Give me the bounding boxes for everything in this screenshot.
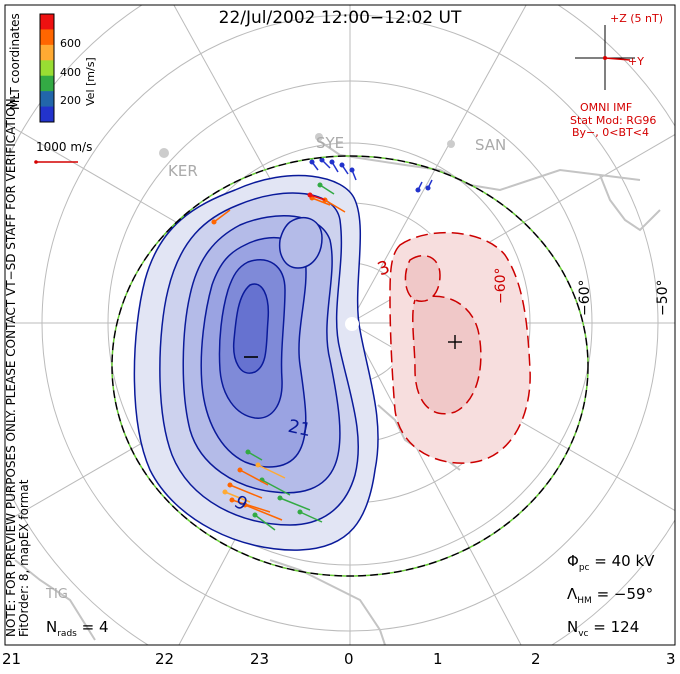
mlt-tick-23: 23	[250, 650, 270, 668]
potential-max-marker	[448, 335, 462, 349]
colorbar-swatch	[40, 44, 54, 61]
lat-label-inner: −60°	[493, 267, 509, 304]
map-title: 22/Jul/2002 12:00−12:02 UT	[218, 8, 462, 28]
nvc-stat: Nvc = 124	[567, 618, 640, 639]
mlt-tick-21: 21	[2, 650, 22, 668]
colorbar-swatch	[40, 14, 54, 30]
mlt-tick-0: 0	[344, 650, 354, 668]
contour-label-21: 21	[286, 415, 313, 442]
station-san: SAN	[475, 136, 507, 154]
colorbar-tick-400: 400	[60, 66, 81, 79]
colorbar-swatch	[40, 60, 54, 77]
positive-potential-cell	[389, 231, 531, 464]
color-bar	[39, 13, 55, 123]
imf-scale-label: +Z (5 nT)	[610, 12, 664, 25]
colorbar-frame	[39, 13, 55, 123]
stat-model: Stat Mod: RG96	[570, 114, 657, 127]
lambda-hm-stat: ΛHM = −59°	[567, 585, 654, 606]
colorbar-swatch	[40, 106, 54, 123]
colorbar-swatch	[40, 75, 54, 92]
mlt-tick-22: 22	[155, 650, 175, 668]
imf-condition: By−, 0<BT<4	[572, 126, 649, 139]
imf-source: OMNI IMF	[580, 101, 633, 114]
heppner-maynard-boundary	[111, 155, 589, 577]
negative-potential-cell	[133, 174, 379, 551]
colorbar-swatch	[40, 29, 54, 46]
colorbar-tick-600: 600	[60, 37, 81, 50]
colorbar-tick-200: 200	[60, 94, 81, 107]
velocity-vectors	[211, 157, 433, 531]
lat-label-50: −50°	[655, 279, 671, 316]
station-markers	[159, 133, 455, 158]
station-sye: SYE	[316, 134, 345, 152]
colorbar-swatch	[40, 91, 54, 108]
phi-pc-stat: Φpc = 40 kV	[567, 552, 655, 573]
lat-label-60: −60°	[577, 279, 593, 316]
preview-note: NOTE: FOR PREVIEW PURPOSES ONLY. PLEASE …	[4, 94, 18, 638]
station-tig: TIG	[46, 587, 68, 602]
nrads-stat: Nrads = 4	[46, 618, 109, 639]
reference-vector-label: 1000 m/s	[36, 140, 93, 154]
mlt-tick-3: 3	[666, 650, 676, 668]
mlt-tick-1: 1	[433, 650, 443, 668]
imf-y-label: +Y	[628, 55, 644, 68]
station-ker: KER	[168, 162, 198, 180]
colorbar-label: Vel [m/s]	[84, 57, 97, 106]
pole-marker	[345, 317, 359, 331]
plot-frame	[4, 4, 676, 646]
fit-order: FitOrder: 8, mapEX format	[17, 479, 31, 637]
mlt-tick-2: 2	[531, 650, 541, 668]
